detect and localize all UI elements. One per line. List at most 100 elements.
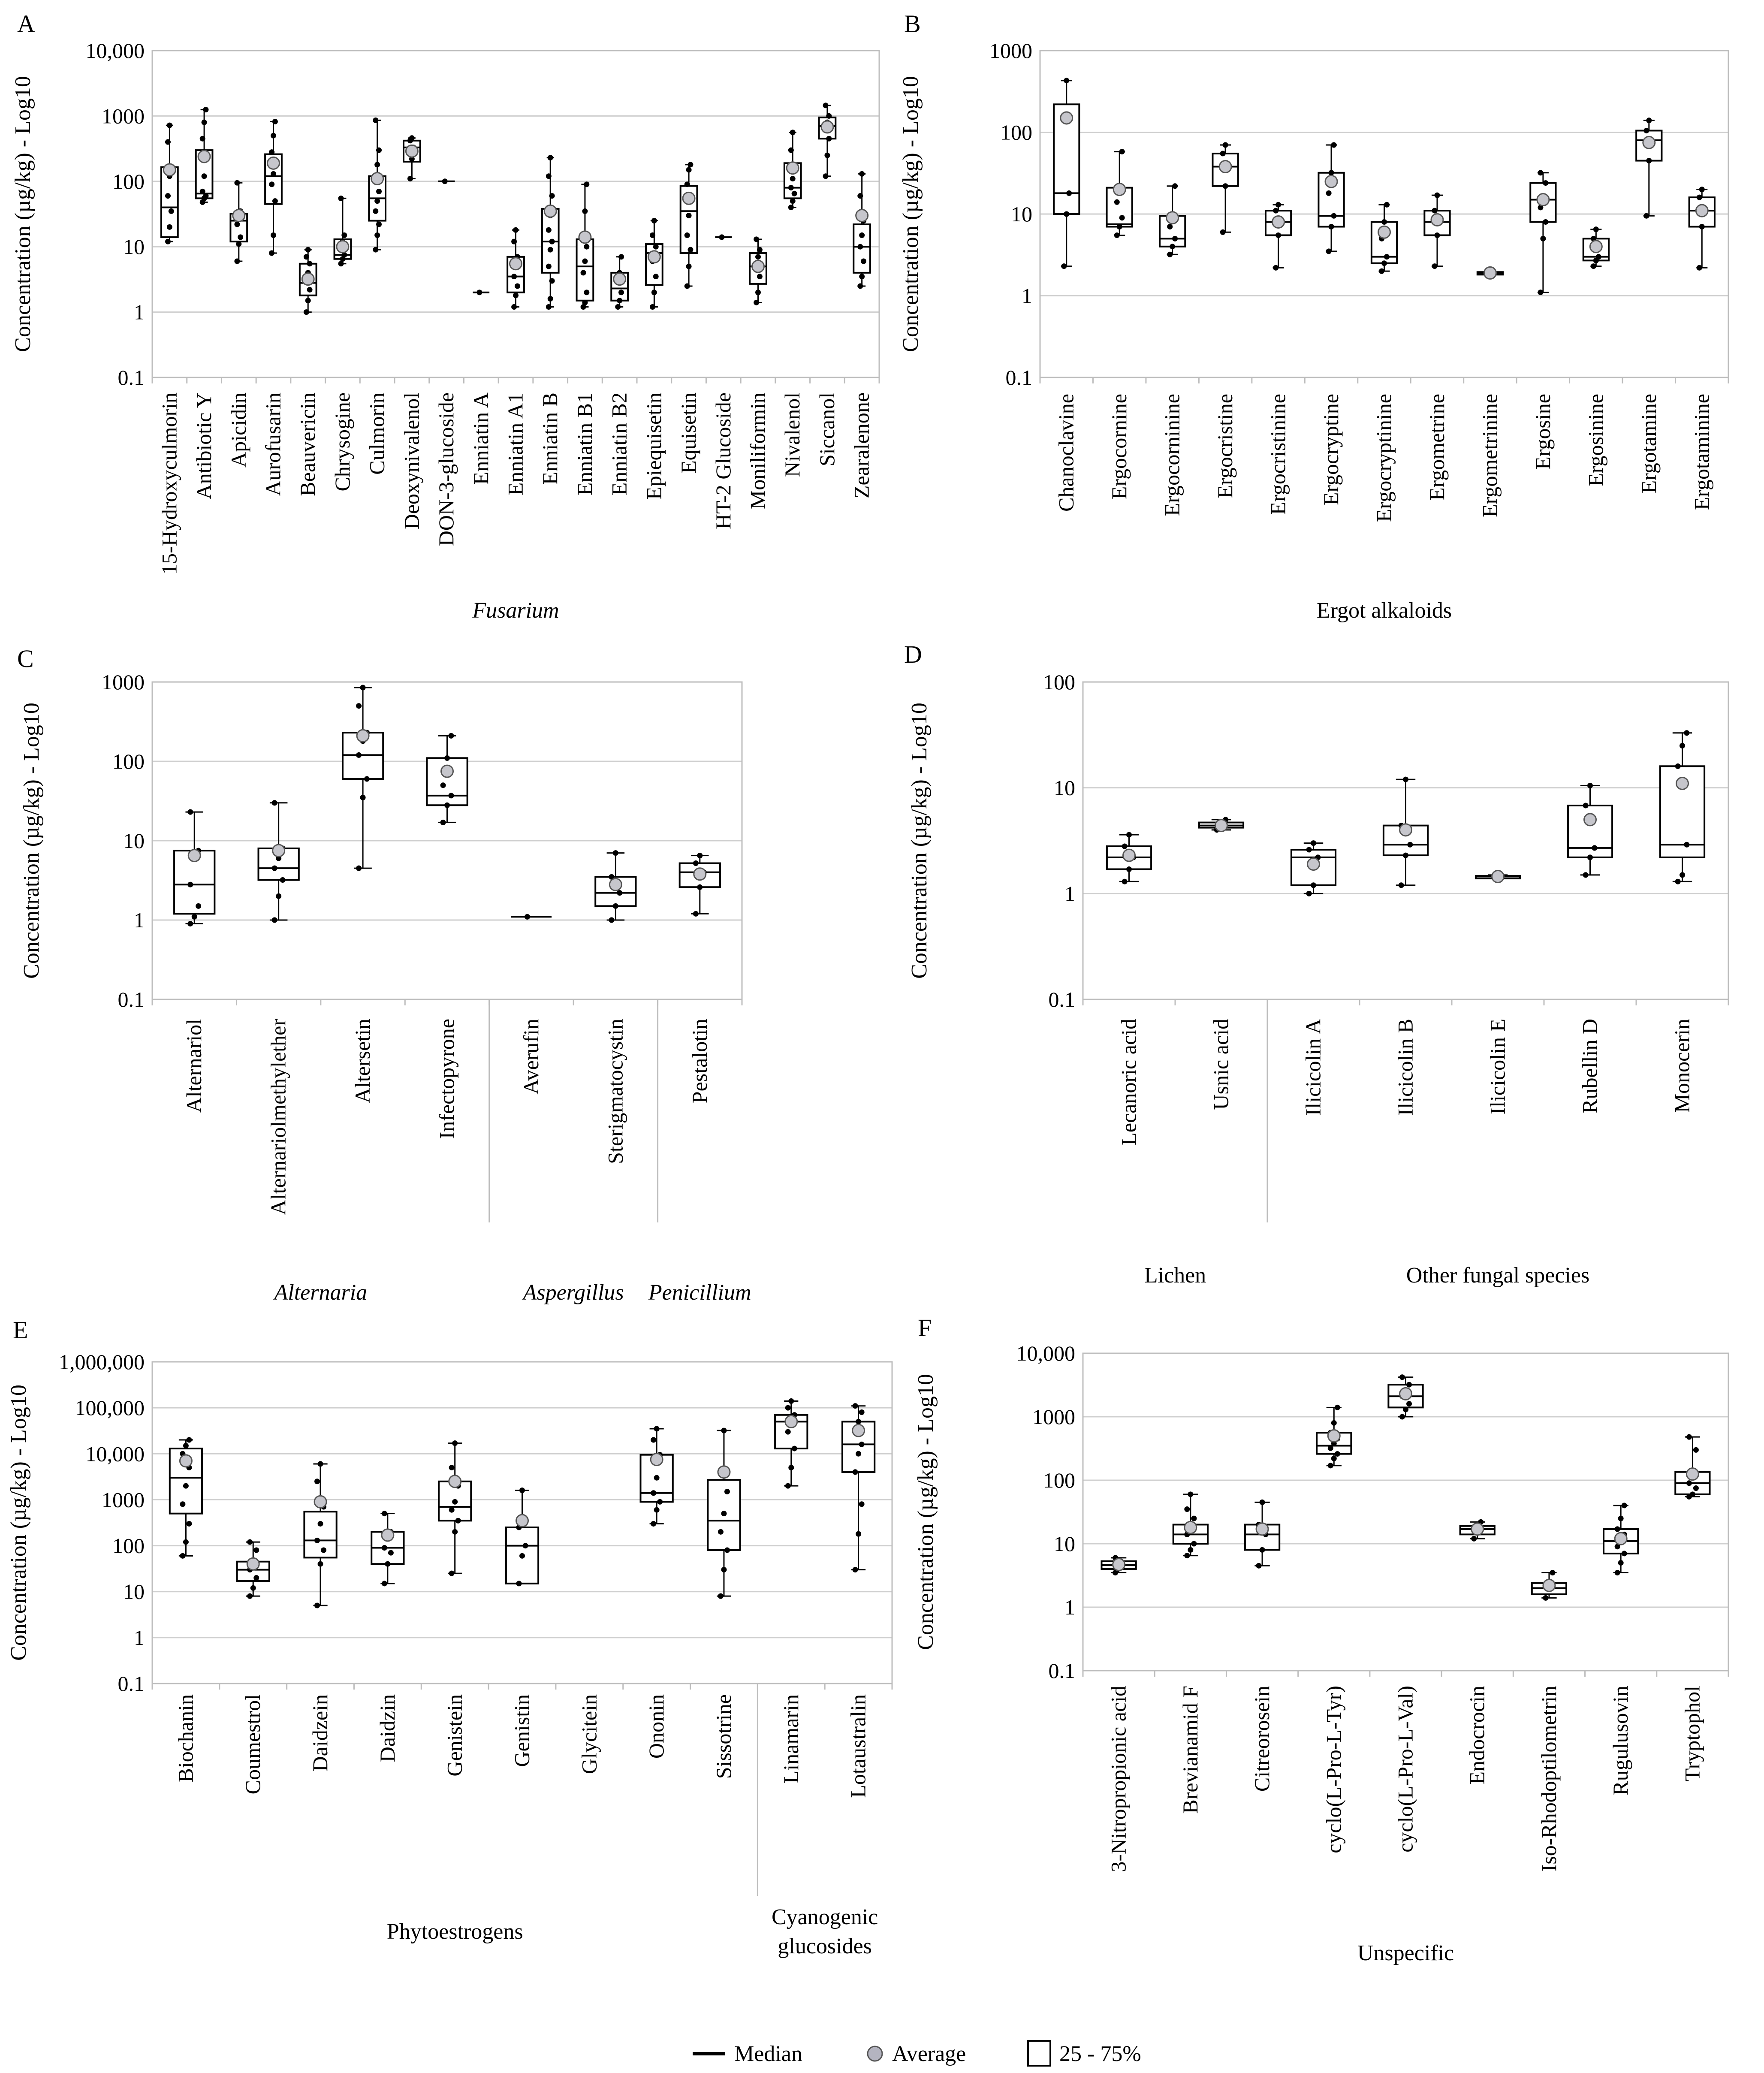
data-point [305, 247, 311, 253]
data-point [651, 218, 657, 224]
panel-letter: D [904, 640, 922, 668]
data-point [1114, 199, 1120, 205]
x-category-label: Ergocryptine [1319, 394, 1343, 505]
data-point [1693, 1485, 1699, 1491]
data-point [314, 1602, 320, 1608]
data-point [449, 1465, 455, 1471]
data-point [686, 263, 692, 269]
x-category-label: Siccanol [815, 392, 839, 466]
data-point [1331, 1455, 1337, 1461]
data-point [546, 263, 552, 269]
data-point [381, 1545, 387, 1551]
y-tick-label: 1 [1022, 284, 1032, 308]
data-point [183, 1442, 189, 1448]
data-point [785, 1405, 791, 1411]
y-tick-label: 1000 [102, 670, 145, 694]
data-point [269, 250, 275, 256]
data-point [341, 252, 347, 258]
x-category-label: Lecanoric acid [1117, 1019, 1141, 1146]
data-point [1331, 213, 1337, 219]
x-category-label: Altersetin [350, 1019, 374, 1103]
data-point [1259, 1499, 1265, 1505]
data-point [1540, 235, 1546, 241]
data-point [1306, 890, 1312, 896]
data-point [1432, 263, 1438, 269]
mean-marker [163, 163, 176, 177]
data-point [791, 1445, 797, 1451]
x-category-label: Monocerin [1670, 1019, 1694, 1113]
data-point [180, 1553, 186, 1559]
y-tick-label: 10 [123, 1580, 145, 1604]
data-point [1328, 170, 1334, 176]
box-lotaustralin [841, 1403, 876, 1573]
data-point [651, 1437, 657, 1443]
data-point [580, 270, 586, 276]
mean-marker [448, 1475, 462, 1488]
y-tick-label: 1000 [989, 39, 1032, 63]
mean-marker [267, 156, 280, 170]
data-point [525, 914, 530, 920]
y-axis-title: Concentration (µg/kg) - Log10 [899, 76, 923, 352]
mean-marker [1122, 848, 1136, 862]
x-category-label: Ergocorninine [1160, 394, 1184, 516]
x-category-label: Linamarin [779, 1694, 803, 1783]
y-tick-label: 10 [123, 829, 145, 853]
data-point [271, 865, 277, 871]
data-point [1191, 1541, 1197, 1547]
data-point [1699, 187, 1705, 193]
mean-marker [301, 272, 315, 286]
data-point [1590, 263, 1596, 269]
mean-marker [647, 250, 661, 264]
x-category-label: Ergocristine [1213, 394, 1237, 498]
data-point [196, 903, 202, 909]
x-category-label: Apicidin [226, 392, 250, 468]
mean-marker [272, 844, 286, 857]
data-point [1188, 1491, 1194, 1497]
mean-marker [1471, 1522, 1484, 1536]
data-point [381, 1511, 387, 1517]
x-category-label: Lotaustralin [846, 1694, 870, 1798]
x-category-label: cyclo(L-Pro-L-Tyr) [1321, 1686, 1345, 1853]
y-tick-label: 10,000 [86, 1442, 145, 1466]
data-point [511, 274, 517, 280]
x-category-label: Genistin [510, 1694, 534, 1767]
data-point [271, 171, 276, 177]
mean-marker [1272, 215, 1285, 229]
data-point [1327, 1463, 1333, 1469]
data-point [852, 1567, 858, 1573]
mean-marker [1215, 819, 1228, 833]
data-point [1684, 842, 1690, 848]
x-category-label: Sterigmatocystin [603, 1019, 627, 1164]
mean-marker [1542, 1578, 1556, 1592]
box-sissotrine [707, 1427, 741, 1599]
y-tick-label: 1000 [102, 1488, 145, 1512]
mean-marker [1399, 823, 1412, 837]
box-genistein [438, 1440, 472, 1576]
box-daidzein [303, 1461, 338, 1608]
data-point [1595, 254, 1601, 260]
x-category-label: HT-2 Glucoside [711, 392, 735, 529]
panel-letter: C [17, 645, 34, 673]
data-point [1406, 1382, 1412, 1388]
data-point [1066, 190, 1072, 196]
data-point [1327, 1445, 1333, 1451]
mean-marker [1483, 266, 1497, 280]
y-tick-label: 10 [1054, 1532, 1075, 1556]
data-point [341, 232, 347, 238]
box-iso-rhodoptilometrin [1531, 1569, 1568, 1601]
legend-box-label: 25 - 75% [1059, 2042, 1141, 2066]
y-tick-label: 100,000 [75, 1396, 145, 1420]
data-point [1119, 215, 1125, 221]
data-point [1593, 226, 1599, 232]
data-point [364, 776, 370, 782]
data-point [547, 247, 553, 253]
data-point [1172, 235, 1178, 241]
data-point [1406, 1401, 1412, 1407]
y-axis-title: Concentration (µg/kg) - Log10 [6, 1385, 31, 1661]
data-point [1543, 180, 1549, 186]
data-point [790, 175, 796, 181]
data-point [360, 685, 366, 691]
box-biochanin [169, 1437, 203, 1559]
plot-area [151, 681, 743, 1000]
data-point [824, 152, 830, 158]
